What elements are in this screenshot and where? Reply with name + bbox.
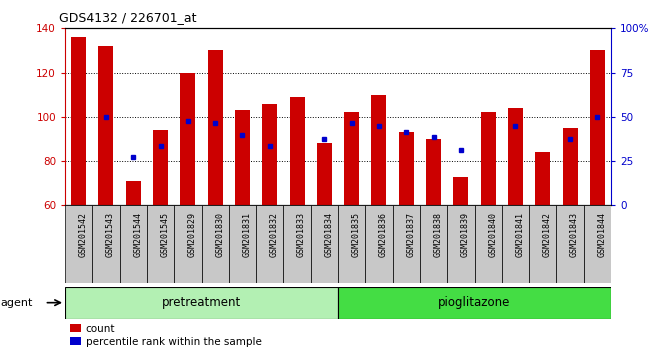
Bar bbox=[447, 205, 474, 283]
Text: GSM201545: GSM201545 bbox=[161, 212, 170, 257]
Legend: count, percentile rank within the sample: count, percentile rank within the sample bbox=[70, 324, 262, 347]
Bar bbox=[338, 205, 365, 283]
Text: GSM201839: GSM201839 bbox=[461, 212, 470, 257]
Text: GSM201832: GSM201832 bbox=[270, 212, 279, 257]
Text: pioglitazone: pioglitazone bbox=[438, 296, 511, 309]
Text: GSM201842: GSM201842 bbox=[543, 212, 552, 257]
Bar bbox=[256, 205, 283, 283]
Bar bbox=[529, 205, 556, 283]
Bar bbox=[311, 205, 338, 283]
Bar bbox=[502, 205, 529, 283]
Bar bbox=[562, 128, 578, 205]
Text: GSM201838: GSM201838 bbox=[434, 212, 443, 257]
Bar bbox=[202, 205, 229, 283]
Text: GSM201829: GSM201829 bbox=[188, 212, 197, 257]
Bar bbox=[398, 132, 414, 205]
Text: GSM201844: GSM201844 bbox=[597, 212, 606, 257]
Bar bbox=[147, 205, 174, 283]
Bar bbox=[92, 205, 120, 283]
Bar bbox=[174, 205, 202, 283]
Text: agent: agent bbox=[1, 298, 33, 308]
Bar bbox=[508, 108, 523, 205]
Bar bbox=[556, 205, 584, 283]
Bar bbox=[180, 73, 196, 205]
Bar bbox=[71, 37, 86, 205]
Text: pretreatment: pretreatment bbox=[162, 296, 241, 309]
Text: GSM201544: GSM201544 bbox=[133, 212, 142, 257]
Bar bbox=[207, 50, 223, 205]
Bar bbox=[229, 205, 256, 283]
Bar bbox=[474, 205, 502, 283]
Text: GSM201830: GSM201830 bbox=[215, 212, 224, 257]
Text: GSM201841: GSM201841 bbox=[515, 212, 525, 257]
Text: GSM201836: GSM201836 bbox=[379, 212, 388, 257]
Bar bbox=[344, 113, 359, 205]
Bar bbox=[393, 205, 420, 283]
Text: GSM201542: GSM201542 bbox=[79, 212, 88, 257]
Bar bbox=[365, 205, 393, 283]
Text: GDS4132 / 226701_at: GDS4132 / 226701_at bbox=[58, 11, 196, 24]
Text: GSM201837: GSM201837 bbox=[406, 212, 415, 257]
Bar bbox=[262, 103, 278, 205]
Bar bbox=[283, 205, 311, 283]
Bar bbox=[338, 287, 611, 319]
Bar bbox=[153, 130, 168, 205]
Bar bbox=[535, 152, 551, 205]
Text: GSM201831: GSM201831 bbox=[242, 212, 252, 257]
Bar bbox=[584, 205, 611, 283]
Text: GSM201543: GSM201543 bbox=[106, 212, 115, 257]
Bar bbox=[235, 110, 250, 205]
Bar bbox=[65, 287, 338, 319]
Text: GSM201835: GSM201835 bbox=[352, 212, 361, 257]
Text: GSM201834: GSM201834 bbox=[324, 212, 333, 257]
Bar bbox=[371, 95, 387, 205]
Bar bbox=[98, 46, 114, 205]
Text: GSM201843: GSM201843 bbox=[570, 212, 579, 257]
Bar bbox=[289, 97, 305, 205]
Bar bbox=[590, 50, 605, 205]
Bar bbox=[317, 143, 332, 205]
Bar bbox=[426, 139, 441, 205]
Bar bbox=[453, 177, 469, 205]
Text: GSM201833: GSM201833 bbox=[297, 212, 306, 257]
Text: GSM201840: GSM201840 bbox=[488, 212, 497, 257]
Bar bbox=[125, 181, 141, 205]
Bar bbox=[420, 205, 447, 283]
Bar bbox=[120, 205, 147, 283]
Bar bbox=[65, 205, 92, 283]
Bar bbox=[480, 113, 496, 205]
